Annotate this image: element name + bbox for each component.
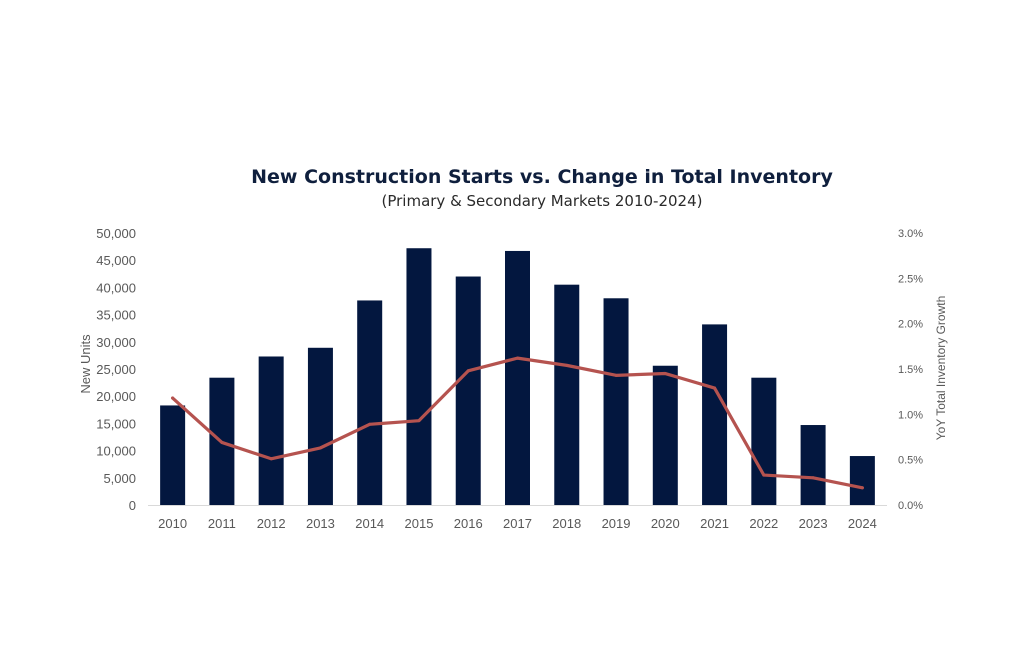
line-point [762, 473, 766, 477]
bar [652, 365, 678, 505]
x-tick-label: 2021 [700, 516, 729, 531]
y-tick-label: 35,000 [96, 308, 136, 323]
y-tick-label: 30,000 [96, 335, 136, 350]
x-axis-ticks: 2010 2011 2012 2013 2014 2015 2016 2017 2018 2019… [158, 516, 877, 531]
bar [849, 456, 875, 505]
bar [702, 324, 728, 505]
line-point [614, 373, 618, 377]
line-point [417, 419, 421, 423]
line-point [663, 372, 667, 376]
bar [751, 377, 777, 505]
y-axis-right-title: YoY Total Inventory Growth [934, 296, 948, 441]
y-right-tick-label: 1.0% [898, 409, 923, 421]
line-series [171, 356, 864, 490]
bar-series [160, 248, 875, 505]
line-point [171, 396, 175, 400]
x-tick-label: 2018 [552, 516, 581, 531]
y-right-tick-label: 2.0% [898, 319, 923, 331]
x-tick-label: 2012 [257, 516, 286, 531]
x-tick-label: 2022 [749, 516, 778, 531]
chart-title: New Construction Starts vs. Change in To… [251, 166, 833, 188]
y-tick-label: 15,000 [96, 416, 136, 431]
y-right-tick-label: 0.5% [898, 455, 923, 467]
bar [357, 300, 383, 505]
bar [603, 298, 629, 505]
chart-subtitle: (Primary & Secondary Markets 2010-2024) [381, 192, 702, 210]
line-point [565, 363, 569, 367]
line-point [713, 386, 717, 390]
y-axis-title: New Units [78, 334, 93, 394]
bar [505, 250, 530, 505]
left-axis-ticks: 0 5,000 10,000 15,000 20,000 25,000 30,000 35,0… [96, 226, 136, 513]
y-tick-label: 0 [129, 498, 136, 513]
y-tick-label: 5,000 [103, 471, 136, 486]
x-tick-label: 2010 [158, 516, 187, 531]
bar [406, 248, 432, 505]
line-point [516, 356, 519, 360]
x-tick-label: 2017 [503, 516, 532, 531]
line-point [811, 476, 815, 480]
line-point [860, 486, 864, 490]
y-tick-label: 20,000 [96, 389, 136, 404]
bar [160, 405, 186, 505]
y-tick-label: 40,000 [96, 280, 136, 295]
line-point [466, 369, 470, 373]
x-tick-label: 2015 [405, 516, 434, 531]
y-tick-label: 25,000 [96, 362, 136, 377]
right-axis-ticks: 0.0% 0.5% 1.0% 1.5% 2.0% 2.5% 3.0% [898, 228, 923, 512]
x-tick-label: 2019 [602, 516, 631, 531]
bar [554, 284, 580, 505]
y-tick-label: 10,000 [96, 444, 136, 459]
y-tick-label: 50,000 [96, 226, 136, 241]
x-tick-label: 2013 [306, 516, 335, 531]
y-tick-label: 45,000 [96, 253, 136, 268]
line-point [220, 440, 224, 444]
line-point [368, 422, 372, 426]
bar [258, 356, 284, 505]
y-right-tick-label: 3.0% [898, 228, 923, 240]
x-tick-label: 2014 [355, 516, 384, 531]
line-point [318, 446, 322, 450]
x-tick-label: 2016 [454, 516, 483, 531]
line-point [269, 457, 273, 461]
y-right-tick-label: 2.5% [898, 273, 923, 285]
x-tick-label: 2024 [848, 516, 877, 531]
bar [800, 425, 826, 505]
x-tick-label: 2020 [651, 516, 680, 531]
y-right-tick-label: 0.0% [898, 500, 923, 512]
bar [307, 347, 333, 505]
y-right-tick-label: 1.5% [898, 364, 923, 376]
x-tick-label: 2023 [799, 516, 828, 531]
bar [455, 276, 481, 505]
x-tick-label: 2011 [208, 516, 236, 531]
